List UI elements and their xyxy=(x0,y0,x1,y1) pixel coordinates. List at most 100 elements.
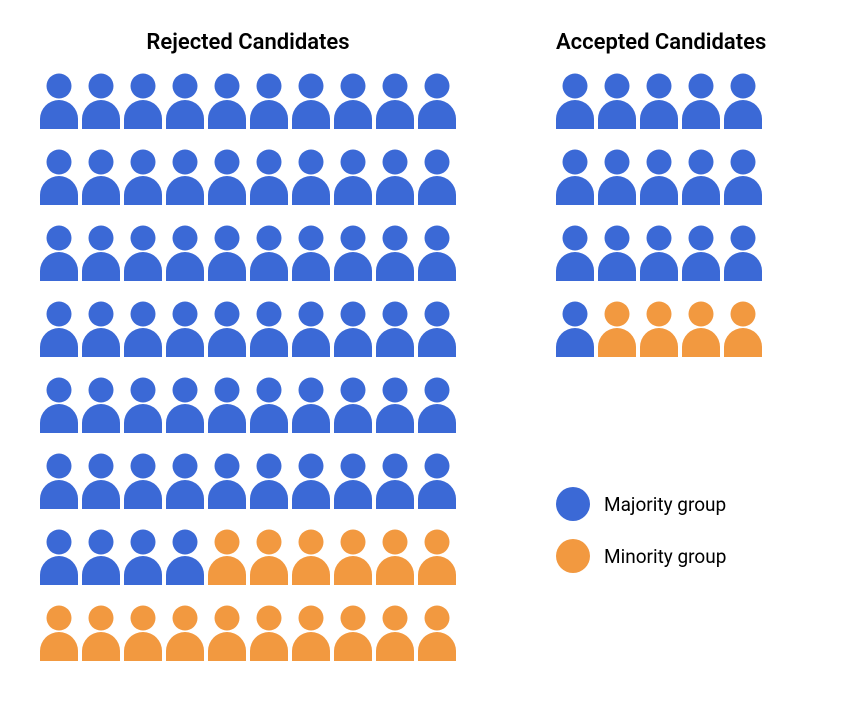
minority-person-icon xyxy=(640,301,678,357)
majority-person-icon xyxy=(724,73,762,129)
infographic-container: Rejected Candidates xyxy=(40,30,816,661)
majority-person-icon xyxy=(334,453,372,509)
majority-person-icon xyxy=(124,377,162,433)
legend-item-majority: Majority group xyxy=(556,487,766,521)
majority-person-icon xyxy=(418,149,456,205)
majority-person-icon xyxy=(82,529,120,585)
majority-person-icon xyxy=(418,453,456,509)
person-row xyxy=(556,301,766,357)
majority-person-icon xyxy=(418,377,456,433)
majority-person-icon xyxy=(556,225,594,281)
majority-person-icon xyxy=(376,225,414,281)
majority-person-icon xyxy=(124,453,162,509)
majority-person-icon xyxy=(166,301,204,357)
majority-person-icon xyxy=(418,73,456,129)
majority-person-icon xyxy=(250,225,288,281)
minority-person-icon xyxy=(334,605,372,661)
majority-swatch-icon xyxy=(556,487,590,521)
majority-person-icon xyxy=(292,73,330,129)
majority-person-icon xyxy=(40,225,78,281)
majority-person-icon xyxy=(82,453,120,509)
majority-person-icon xyxy=(724,149,762,205)
person-row xyxy=(40,453,456,509)
majority-person-icon xyxy=(640,149,678,205)
majority-person-icon xyxy=(598,73,636,129)
majority-person-icon xyxy=(208,301,246,357)
majority-person-icon xyxy=(376,301,414,357)
majority-person-icon xyxy=(376,453,414,509)
majority-person-icon xyxy=(682,149,720,205)
majority-person-icon xyxy=(82,377,120,433)
majority-person-icon xyxy=(292,377,330,433)
minority-person-icon xyxy=(598,301,636,357)
majority-person-icon xyxy=(640,73,678,129)
majority-person-icon xyxy=(250,149,288,205)
majority-person-icon xyxy=(40,149,78,205)
minority-swatch-icon xyxy=(556,539,590,573)
majority-person-icon xyxy=(682,225,720,281)
accepted-panel: Accepted Candidates xyxy=(556,30,766,661)
majority-person-icon xyxy=(40,529,78,585)
majority-person-icon xyxy=(208,149,246,205)
majority-person-icon xyxy=(292,453,330,509)
majority-person-icon xyxy=(598,225,636,281)
minority-person-icon xyxy=(418,605,456,661)
minority-person-icon xyxy=(166,605,204,661)
minority-person-icon xyxy=(724,301,762,357)
legend-label: Minority group xyxy=(604,545,726,568)
majority-person-icon xyxy=(418,225,456,281)
majority-person-icon xyxy=(124,225,162,281)
person-row xyxy=(556,225,766,281)
minority-person-icon xyxy=(250,605,288,661)
majority-person-icon xyxy=(376,377,414,433)
minority-person-icon xyxy=(208,605,246,661)
rejected-panel: Rejected Candidates xyxy=(40,30,456,661)
accepted-grid xyxy=(556,73,766,357)
minority-person-icon xyxy=(292,529,330,585)
majority-person-icon xyxy=(166,149,204,205)
majority-person-icon xyxy=(124,301,162,357)
person-row xyxy=(40,529,456,585)
person-row xyxy=(556,149,766,205)
majority-person-icon xyxy=(682,73,720,129)
majority-person-icon xyxy=(208,377,246,433)
majority-person-icon xyxy=(556,149,594,205)
minority-person-icon xyxy=(40,605,78,661)
majority-person-icon xyxy=(250,377,288,433)
majority-person-icon xyxy=(82,73,120,129)
accepted-title: Accepted Candidates xyxy=(556,30,766,55)
majority-person-icon xyxy=(334,377,372,433)
majority-person-icon xyxy=(124,149,162,205)
majority-person-icon xyxy=(334,301,372,357)
majority-person-icon xyxy=(82,149,120,205)
majority-person-icon xyxy=(250,301,288,357)
majority-person-icon xyxy=(556,73,594,129)
majority-person-icon xyxy=(334,73,372,129)
minority-person-icon xyxy=(124,605,162,661)
person-row xyxy=(40,73,456,129)
majority-person-icon xyxy=(166,73,204,129)
majority-person-icon xyxy=(418,301,456,357)
person-row xyxy=(40,225,456,281)
person-row xyxy=(40,377,456,433)
majority-person-icon xyxy=(640,225,678,281)
majority-person-icon xyxy=(208,225,246,281)
majority-person-icon xyxy=(82,225,120,281)
majority-person-icon xyxy=(124,73,162,129)
majority-person-icon xyxy=(82,301,120,357)
majority-person-icon xyxy=(292,301,330,357)
rejected-grid xyxy=(40,73,456,661)
majority-person-icon xyxy=(250,453,288,509)
majority-person-icon xyxy=(166,529,204,585)
majority-person-icon xyxy=(292,149,330,205)
rejected-title: Rejected Candidates xyxy=(40,30,456,55)
majority-person-icon xyxy=(166,225,204,281)
majority-person-icon xyxy=(208,73,246,129)
legend-item-minority: Minority group xyxy=(556,539,766,573)
person-row xyxy=(40,301,456,357)
majority-person-icon xyxy=(40,301,78,357)
legend: Majority group Minority group xyxy=(556,487,766,573)
majority-person-icon xyxy=(376,149,414,205)
minority-person-icon xyxy=(376,605,414,661)
majority-person-icon xyxy=(334,225,372,281)
